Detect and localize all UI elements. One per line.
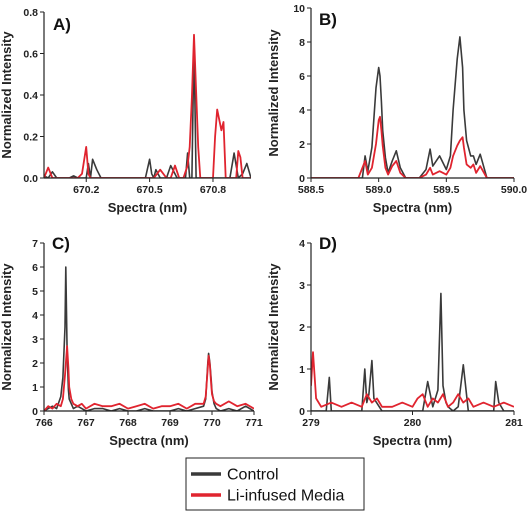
x-tick-label: 588.5 <box>298 184 324 196</box>
series-line-control <box>44 40 251 178</box>
y-axis-title: Normalized Intensity <box>0 31 14 159</box>
series-line-control <box>311 292 514 411</box>
y-tick-label: 4 <box>299 238 305 250</box>
x-tick-label: 280 <box>404 417 422 429</box>
y-tick-label: 4 <box>299 105 305 117</box>
y-tick-label: 1 <box>299 364 305 376</box>
x-tick-label: 279 <box>302 417 320 429</box>
series-line-li-infused <box>311 115 514 178</box>
y-tick-label: 7 <box>32 238 38 250</box>
x-tick-label: 771 <box>245 417 263 429</box>
series-line-control <box>44 266 254 411</box>
y-tick-label: 10 <box>293 3 305 15</box>
chart-panel-c: 766 767 768 769 770 771 0 1 2 3 4 5 6 7 Spectra (nm) No… <box>0 234 263 448</box>
y-tick-label: 0.0 <box>23 173 38 185</box>
y-tick-label: 0.8 <box>23 7 38 19</box>
y-tick-label: 3 <box>299 280 305 292</box>
series-line-li-infused <box>311 351 514 408</box>
x-tick-label: 766 <box>35 417 53 429</box>
legend-label: Li-infused Media <box>227 488 345 505</box>
y-tick-label: 4 <box>32 310 38 322</box>
y-tick-label: 0.4 <box>23 90 38 102</box>
panel-label: B) <box>319 10 337 29</box>
x-tick-label: 769 <box>161 417 179 429</box>
chart-panel-a: 670.2 670.5 670.8 0.0 0.2 0.4 0.6 0.8 Spectra (n… <box>0 7 251 215</box>
x-tick-label: 768 <box>119 417 137 429</box>
x-tick-label: 589.0 <box>366 184 392 196</box>
series-line-li-infused <box>44 33 251 178</box>
panel-label: D) <box>319 234 337 253</box>
y-tick-label: 2 <box>299 139 305 151</box>
x-tick-label: 670.5 <box>136 184 162 196</box>
x-tick-label: 589.5 <box>433 184 459 196</box>
x-tick-label: 767 <box>77 417 95 429</box>
y-tick-label: 0.2 <box>23 132 38 144</box>
y-axis-title: Normalized Intensity <box>266 29 281 157</box>
x-axis-title: Spectra (nm) <box>109 433 188 448</box>
chart-panel-b: 588.5 589.0 589.5 590.0 0 2 4 6 8 10 Spectra (nm) N… <box>266 3 527 215</box>
x-tick-label: 670.8 <box>200 184 226 196</box>
y-tick-label: 2 <box>32 358 38 370</box>
y-axis-title: Normalized Intensity <box>266 263 281 391</box>
y-tick-label: 6 <box>32 262 38 274</box>
x-tick-label: 590.0 <box>501 184 527 196</box>
y-tick-label: 0 <box>299 406 305 418</box>
legend: Control Li-infused Media <box>185 457 365 511</box>
y-tick-label: 6 <box>299 71 305 83</box>
y-tick-label: 0 <box>299 173 305 185</box>
legend-box <box>185 457 365 511</box>
chart-panel-d: 279 280 281 0 1 2 3 4 Spectra (nm) Normalized Int… <box>266 234 523 448</box>
y-tick-label: 1 <box>32 382 38 394</box>
panel-label: C) <box>52 234 70 253</box>
series-line-control <box>311 36 514 178</box>
x-axis-title: Spectra (nm) <box>373 200 452 215</box>
y-tick-label: 3 <box>32 334 38 346</box>
series-line-li-infused <box>44 345 254 411</box>
x-tick-label: 281 <box>505 417 523 429</box>
y-tick-label: 0 <box>32 406 38 418</box>
y-tick-label: 2 <box>299 322 305 334</box>
panel-label: A) <box>53 15 71 34</box>
x-tick-label: 770 <box>203 417 221 429</box>
legend-label: Control <box>227 467 279 484</box>
x-axis-title: Spectra (nm) <box>373 433 452 448</box>
y-axis-title: Normalized Intensity <box>0 263 14 391</box>
x-axis-title: Spectra (nm) <box>108 200 187 215</box>
y-tick-label: 8 <box>299 37 305 49</box>
y-tick-label: 5 <box>32 286 38 298</box>
x-tick-label: 670.2 <box>73 184 99 196</box>
y-tick-label: 0.6 <box>23 49 38 61</box>
